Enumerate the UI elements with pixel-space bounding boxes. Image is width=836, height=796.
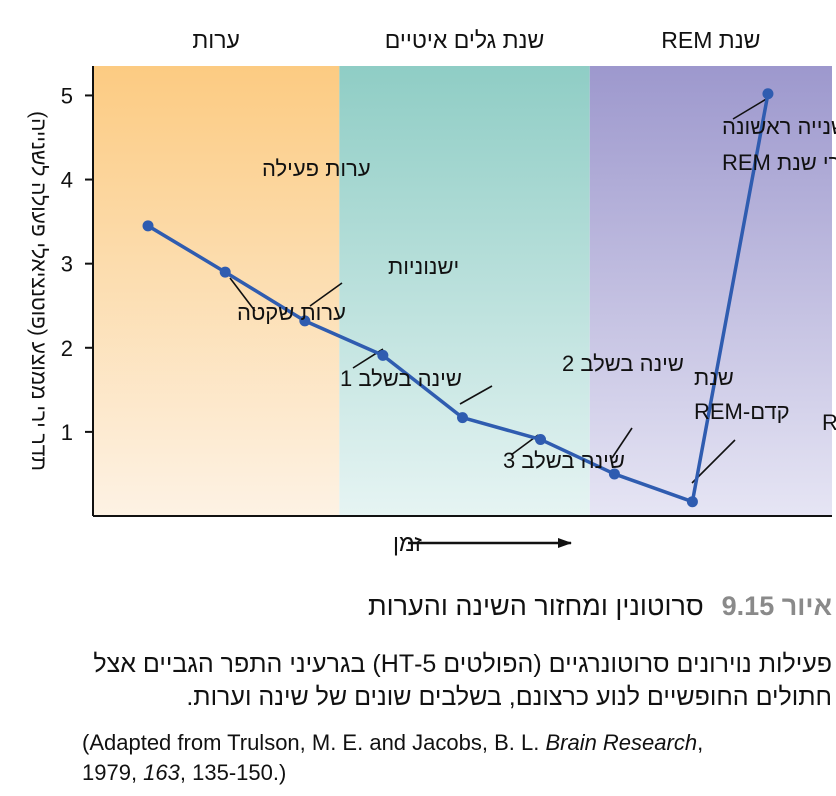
annotation-3: שינה בשלב 1	[340, 366, 462, 391]
annotation-leader	[732, 97, 769, 120]
region-label-2: שנת REM	[661, 27, 760, 53]
annotation-leader	[691, 439, 736, 484]
annotation-7: שנת REM	[822, 410, 836, 435]
annotation-line: שינה בשלב 2	[562, 351, 684, 376]
annotation-6: שנת קדם-REM	[694, 365, 790, 424]
figure-description: פעילות נוירונים סרוטונרגיים (הפולטים 5-H…	[93, 650, 832, 711]
annotation-line: ערות פעילה	[262, 156, 371, 181]
region-band-2	[589, 66, 832, 516]
x-axis-label: זמן	[393, 530, 422, 556]
annotation-line: שנת REM	[822, 410, 836, 435]
y-tick-label: 2	[61, 336, 73, 361]
figure-title: איור 9.15 סרוטונין ומחזור השינה והערות	[20, 591, 832, 622]
annotation-0: ערות פעילה	[262, 156, 371, 181]
annotation-line: שנייה ראשונה	[722, 114, 836, 139]
y-tick-label: 4	[61, 168, 73, 193]
source-year: 1979,	[82, 760, 144, 785]
figure-source: (Adapted from Trulson, M. E. and Jacobs,…	[82, 728, 832, 788]
annotation-4: שינה בשלב 2	[562, 351, 684, 376]
data-point	[377, 349, 389, 361]
serotonin-sleep-chart: ערות שנת גלים איטיים שנת REM 1 2 3 4 5 תדר ירי …	[27, 27, 836, 556]
region-band-0	[93, 66, 340, 516]
data-point	[535, 433, 547, 445]
annotation-line: שנת	[694, 365, 734, 390]
annotation-leader	[611, 427, 633, 459]
annotation-line: ערות שקטה	[237, 300, 346, 325]
annotation-2: ישנוניות	[388, 254, 459, 279]
annotation-line: ישנוניות	[388, 254, 459, 279]
source-separator: ,	[697, 730, 704, 755]
region-label-0: ערות	[192, 27, 240, 53]
annotation-line: קדם-REM	[694, 399, 790, 424]
data-point	[219, 266, 231, 278]
y-axis-label: תדר ירי ממוצע (פוטנציאלי פעולה לשנייה)	[27, 111, 50, 471]
annotation-leader	[229, 277, 256, 312]
annotation-8: שנייה ראשונה אחרי שנת REM	[722, 114, 836, 175]
annotation-1: ערות שקטה	[237, 300, 346, 325]
data-point	[142, 220, 154, 232]
source-volume: 163	[143, 760, 180, 785]
data-point	[299, 315, 311, 327]
annotation-leader	[459, 385, 493, 405]
region-band-1	[339, 66, 590, 516]
annotation-leader	[309, 282, 343, 307]
annotation-line: אחרי שנת REM	[722, 150, 836, 175]
figure-title-text: סרוטונין ומחזור השינה והערות	[367, 591, 704, 621]
source-pages: , 135-150.)	[179, 760, 287, 785]
data-point	[608, 468, 620, 480]
source-authors: (Adapted from Trulson, M. E. and Jacobs,…	[82, 730, 546, 755]
y-tick-label: 3	[61, 252, 73, 277]
annotation-line: שינה בשלב 1	[340, 366, 462, 391]
data-point	[457, 412, 468, 424]
annotation-line: שינה בשלב 3	[503, 448, 625, 473]
y-tick-label: 1	[61, 420, 73, 445]
annotation-5: שינה בשלב 3	[503, 448, 625, 473]
figure-number: איור 9.15	[721, 591, 832, 621]
region-label-1: שנת גלים איטיים	[385, 27, 545, 53]
data-point	[762, 88, 774, 100]
source-journal: Brain Research	[545, 730, 698, 755]
y-tick-label: 5	[61, 83, 73, 108]
data-point	[686, 496, 698, 508]
